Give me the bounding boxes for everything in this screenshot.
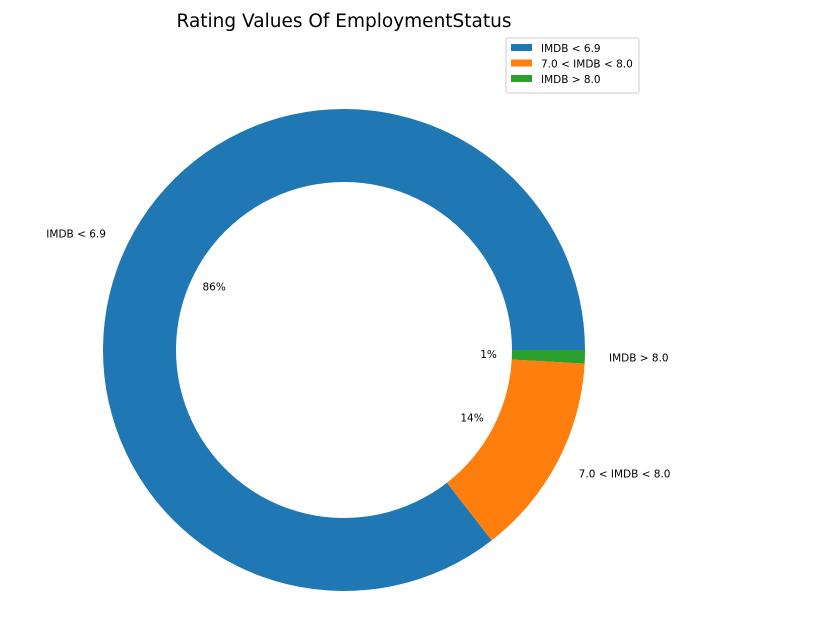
legend: IMDB < 6.9 7.0 < IMDB < 8.0 IMDB > 8.0 xyxy=(505,37,640,94)
slice-1 xyxy=(446,359,585,541)
slice-pct-2: 1% xyxy=(480,349,497,361)
legend-swatch-1 xyxy=(511,59,532,67)
labels: IMDB < 6.9 86% 7.0 < IMDB < 8.0 14% IMDB > 8… xyxy=(46,228,670,480)
slice-label-0: IMDB < 6.9 xyxy=(46,228,106,240)
slice-pct-0: 86% xyxy=(202,281,225,293)
legend-label-2: IMDB > 8.0 xyxy=(541,74,601,86)
slices xyxy=(103,109,586,591)
slice-label-1: 7.0 < IMDB < 8.0 xyxy=(579,468,671,480)
chart-title: Rating Values Of EmploymentStatus xyxy=(177,11,512,32)
legend-swatch-2 xyxy=(511,75,532,82)
legend-frame xyxy=(505,37,640,94)
legend-label-0: IMDB < 6.9 xyxy=(541,43,601,55)
legend-label-1: 7.0 < IMDB < 8.0 xyxy=(541,59,633,71)
slice-2 xyxy=(511,350,585,364)
slice-label-2: IMDB > 8.0 xyxy=(609,352,669,364)
slice-pct-1: 14% xyxy=(460,412,483,424)
slice-0 xyxy=(103,109,586,591)
legend-swatch-0 xyxy=(511,44,532,51)
